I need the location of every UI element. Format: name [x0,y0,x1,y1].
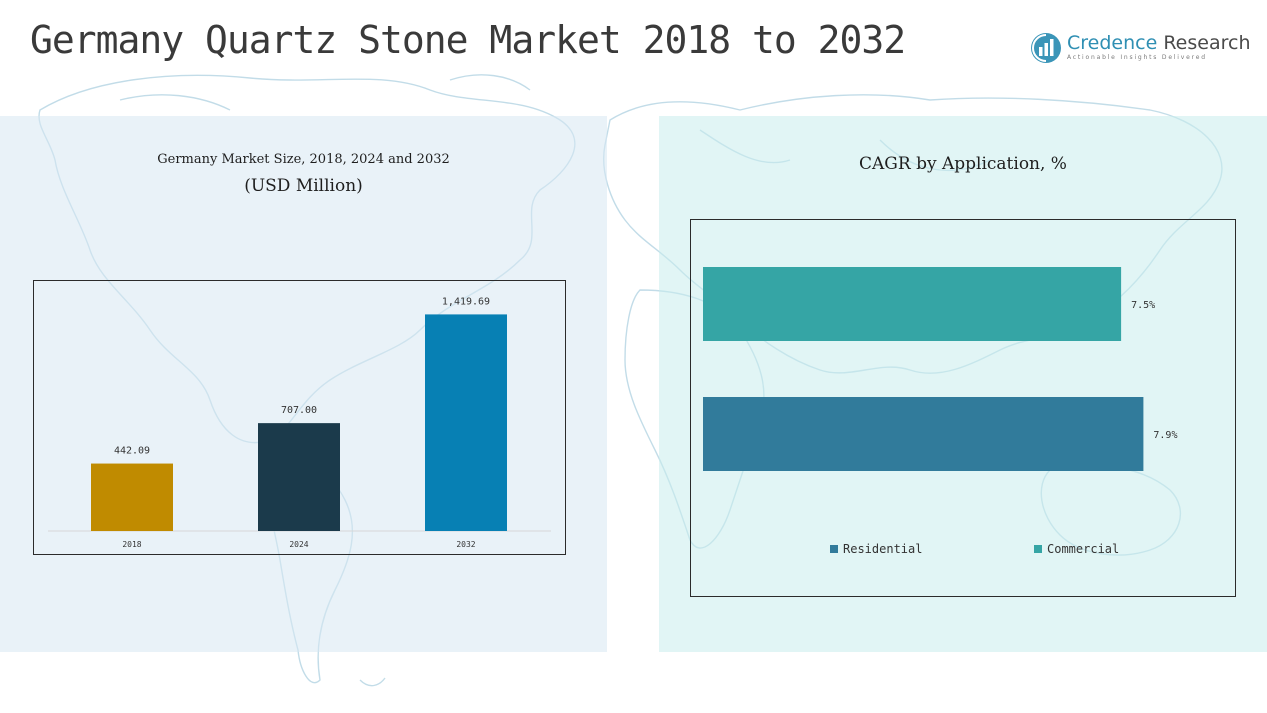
cagr-chart-title: CAGR by Application, % [859,154,1067,174]
logo-name-part1: Credence [1067,32,1158,54]
legend-label-residential: Residential [843,542,922,556]
bar-2018 [91,463,173,531]
logo-mark-icon [1031,33,1061,63]
legend-swatch-residential [830,545,838,553]
bar-2032 [425,314,507,531]
page-title: Germany Quartz Stone Market 2018 to 2032 [30,18,906,62]
data-label-2018: 442.09 [114,446,150,457]
market-size-chart-unit: (USD Million) [244,176,363,196]
logo-name-part2: Research [1163,32,1251,54]
x-tick-label-2018: 2018 [122,540,141,549]
x-tick-label-2024: 2024 [289,540,308,549]
x-tick-label-2032: 2032 [456,540,475,549]
data-label-residential: 7.9% [1153,430,1177,441]
cagr-panel: CAGR by Application, % 7.5% 7.9% Residenti… [659,116,1267,652]
bar-commercial [703,267,1122,341]
data-label-2024: 707.00 [281,405,317,416]
data-label-2032: 1,419.69 [442,296,490,307]
cagr-chart-frame: 7.5% 7.9% Residential Commercial [690,219,1236,597]
legend-swatch-commercial [1034,545,1042,553]
logo-tagline: Actionable Insights Delivered [1067,54,1207,61]
bar-residential [703,397,1144,471]
credence-research-logo: Credence Research Actionable Insights De… [1030,30,1250,70]
logo-name: Credence Research [1067,32,1250,54]
data-label-commercial: 7.5% [1131,300,1155,311]
market-size-chart-title: Germany Market Size, 2018, 2024 and 2032 [157,152,450,167]
market-size-bar-chart: 442.09 2018 707.00 2024 1,419.69 2032 [48,296,551,549]
market-size-chart-frame: 442.09 2018 707.00 2024 1,419.69 2032 [33,280,566,555]
market-size-panel: Germany Market Size, 2018, 2024 and 2032… [0,116,607,652]
bar-2024 [258,423,340,531]
legend-label-commercial: Commercial [1047,542,1119,556]
cagr-bar-chart: 7.5% 7.9% Residential Commercial [703,267,1177,556]
